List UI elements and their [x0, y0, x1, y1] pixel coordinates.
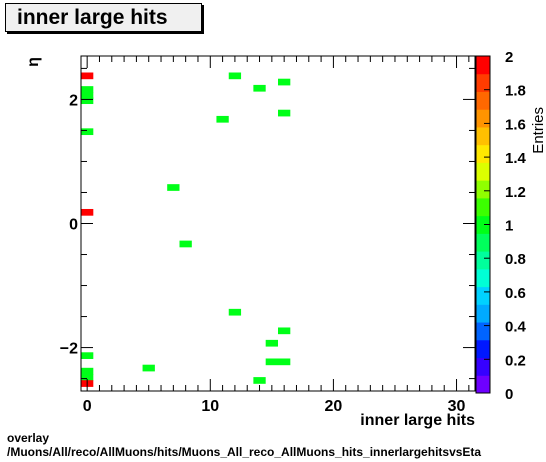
heatmap-cell: [81, 374, 94, 381]
color-scale-band: [476, 144, 490, 163]
y-tick-label: −2: [60, 341, 78, 358]
color-scale-band: [476, 268, 490, 288]
heatmap-cell: [278, 109, 291, 117]
color-scale-band: [476, 197, 490, 217]
color-scale-band: [476, 251, 490, 270]
color-scale-tick-label: 1.2: [505, 184, 526, 201]
heatmap-cell: [81, 86, 94, 93]
color-scale-tick-label: 1.8: [505, 83, 526, 100]
x-tick-label: 0: [83, 398, 92, 415]
heatmap-cell: [167, 184, 180, 191]
color-scale-tick-label: 0.4: [505, 319, 527, 336]
color-scale-band: [476, 215, 490, 234]
heatmap-cell: [278, 78, 291, 86]
y-tick-label: 2: [69, 92, 78, 109]
heatmap-cell: [278, 358, 291, 366]
color-scale-band: [476, 56, 490, 75]
heatmap-cell: [81, 208, 94, 216]
color-scale-tick-label: 0.8: [505, 251, 526, 268]
color-scale-band: [476, 91, 490, 110]
heatmap-cell: [179, 240, 192, 248]
color-scale-band: [476, 233, 490, 252]
color-scale-band: [476, 322, 490, 341]
color-scale-band: [476, 109, 490, 128]
color-scale-band: [476, 286, 490, 305]
footer-overlay-label: overlay: [7, 431, 50, 445]
color-scale-label: Entries: [530, 107, 546, 154]
color-scale-tick-label: 1.6: [505, 116, 526, 133]
color-scale-band: [476, 304, 490, 323]
color-scale-band: [476, 180, 490, 199]
color-scale-band: [476, 357, 490, 376]
color-scale-band: [476, 162, 490, 181]
x-tick-label: 30: [448, 398, 466, 415]
heatmap-cell: [81, 92, 94, 100]
color-scale-tick-label: 2: [505, 49, 513, 66]
chart-title: inner large hits: [5, 3, 202, 32]
color-scale-band: [476, 73, 490, 92]
color-scale-tick-label: 1.4: [505, 150, 527, 167]
heatmap-cell: [81, 367, 94, 375]
heatmap-cell: [265, 358, 278, 366]
y-axis-label: η: [25, 57, 42, 67]
heatmap-cell: [81, 128, 94, 136]
heatmap-cell: [228, 308, 242, 316]
color-scale-tick-label: 0: [505, 386, 513, 403]
x-axis-label: inner large hits: [360, 412, 475, 429]
x-tick-label: 10: [201, 398, 219, 415]
color-scale-band: [476, 126, 490, 146]
heatmap-cell: [265, 339, 278, 347]
heatmap-cell: [81, 72, 94, 80]
color-scale-tick-label: 0.2: [505, 352, 526, 369]
heatmap-cell: [81, 352, 94, 359]
y-tick-label: 0: [69, 217, 78, 234]
x-tick-label: 20: [325, 398, 343, 415]
color-scale-tick-label: 1: [505, 218, 513, 235]
color-scale-band: [476, 339, 490, 359]
footer-histogram-path: /Muons/All/reco/AllMuons/hits/Muons_All_…: [7, 445, 482, 459]
color-scale-band: [476, 375, 490, 394]
heatmap-cell: [278, 327, 291, 335]
heatmap-cell: [142, 364, 155, 372]
heatmap-cell: [81, 97, 94, 105]
heatmap-cell: [253, 84, 266, 92]
heatmap-cell: [216, 115, 229, 123]
color-scale-tick-label: 0.6: [505, 285, 526, 302]
heatmap-cell: [228, 72, 242, 80]
heatmap-cell: [253, 377, 266, 384]
